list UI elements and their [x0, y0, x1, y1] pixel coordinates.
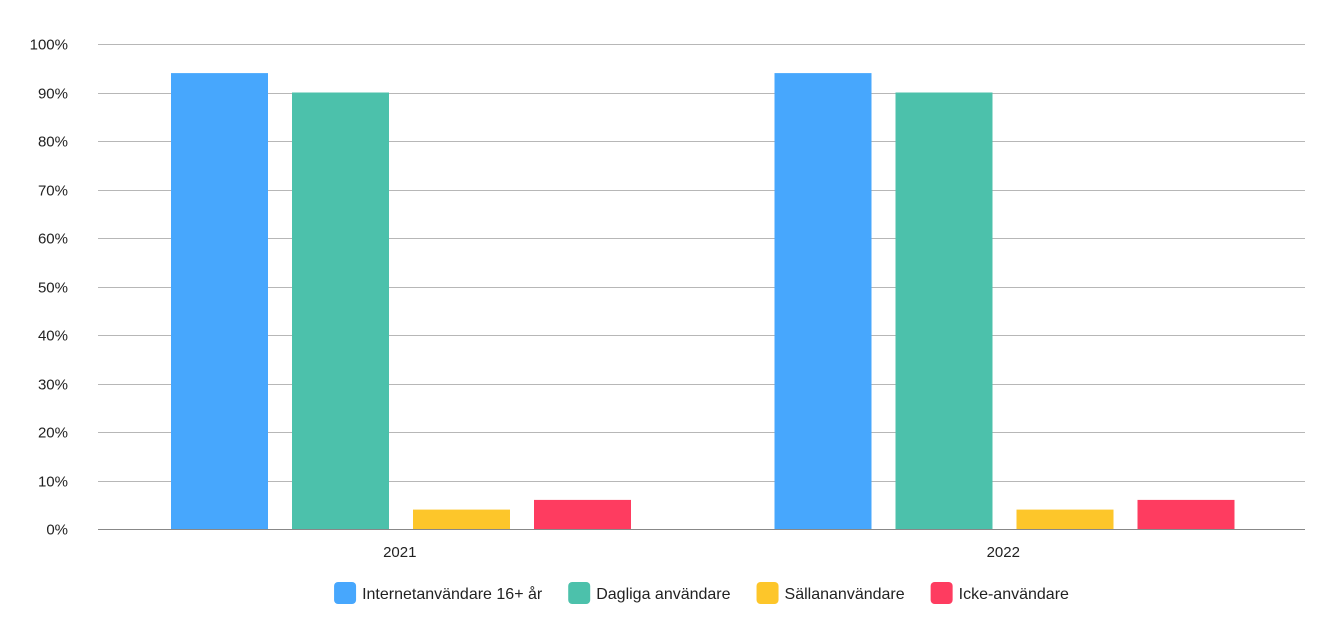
bar	[895, 92, 993, 529]
y-axis-tick-labels: 0% 10% 20% 30% 40% 50% 60% 70% 80% 90% 100%	[30, 37, 68, 539]
bar	[1016, 509, 1114, 529]
legend-item: Dagliga användare	[568, 582, 731, 604]
legend-swatch	[334, 582, 357, 604]
y-tick-label: 40%	[38, 328, 68, 345]
legend-swatch	[930, 582, 953, 604]
legend-swatch	[568, 582, 591, 604]
legend-item: Internetanvändare 16+ år	[334, 582, 543, 604]
x-tick-label: 2021	[383, 544, 416, 561]
legend-label: Sällananvändare	[785, 586, 905, 603]
bar	[534, 499, 631, 529]
bars	[171, 73, 1235, 529]
y-tick-label: 100%	[30, 37, 68, 54]
y-tick-label: 20%	[38, 425, 68, 442]
gridlines	[98, 44, 1305, 530]
y-tick-label: 90%	[38, 86, 68, 103]
x-axis-tick-labels: 2021 2022	[383, 544, 1020, 561]
legend-label: Internetanvändare 16+ år	[362, 585, 543, 603]
bar	[292, 92, 389, 529]
bar	[1137, 499, 1235, 529]
y-tick-label: 50%	[38, 280, 68, 297]
bar	[774, 73, 872, 529]
bar	[413, 509, 510, 529]
legend: Internetanvändare 16+ år Dagliga användar…	[334, 582, 1069, 604]
y-tick-label: 70%	[38, 183, 68, 200]
legend-item: Sällananvändare	[756, 582, 905, 604]
legend-item: Icke-användare	[930, 582, 1069, 604]
legend-label: Icke-användare	[959, 586, 1069, 603]
y-tick-label: 80%	[38, 134, 68, 151]
bar	[171, 73, 268, 529]
y-tick-label: 60%	[38, 231, 68, 248]
y-tick-label: 10%	[38, 474, 68, 491]
legend-label: Dagliga användare	[596, 586, 730, 603]
y-tick-label: 30%	[38, 377, 68, 394]
x-tick-label: 2022	[987, 544, 1020, 561]
legend-swatch	[756, 582, 779, 604]
y-tick-label: 0%	[46, 522, 68, 539]
